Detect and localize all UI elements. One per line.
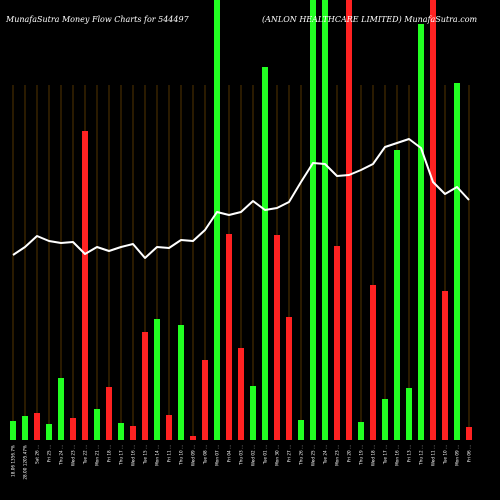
x-tick-label: Thu 12 ... — [419, 445, 424, 466]
x-tick-label: Thu 19 ... — [359, 445, 364, 466]
money-flow-bar — [358, 422, 364, 440]
x-tick-label: Fri 04 ... — [227, 445, 232, 462]
x-tick-label: Fri 11 ... — [167, 445, 172, 462]
money-flow-bar — [418, 24, 424, 440]
x-tick-label: Mon 21 ... — [95, 445, 100, 466]
x-tick-label: Mon 23 ... — [335, 445, 340, 466]
money-flow-bar — [430, 0, 436, 440]
money-flow-bar — [442, 291, 448, 440]
bars — [10, 0, 472, 440]
money-flow-bar — [226, 234, 232, 440]
money-flow-bar — [46, 424, 52, 440]
x-tick-label: 18.06 1356.7% — [11, 445, 16, 477]
money-flow-bar — [298, 420, 304, 440]
money-flow-bar — [394, 150, 400, 440]
money-flow-bar — [250, 386, 256, 440]
money-flow-bar — [262, 67, 268, 440]
money-flow-bar — [22, 416, 28, 440]
x-tick-label: Tue 22 ... — [83, 445, 88, 465]
x-tick-label: Wed 09 ... — [191, 445, 196, 466]
money-flow-line-layer — [12, 138, 470, 259]
x-axis-labels: 18.06 1356.7% 28.00 1205.47% Sat 26 ... Fri… — [11, 445, 472, 480]
x-tick-label: Sat 26 ... — [35, 445, 40, 464]
x-tick-label: Thu 10 ... — [179, 445, 184, 466]
money-flow-bar — [370, 285, 376, 440]
x-tick-label: Mon 30 ... — [275, 445, 280, 466]
x-tick-label: Tue 15 ... — [143, 445, 148, 465]
money-flow-bar — [154, 319, 160, 440]
x-tick-label: Wed 16 ... — [131, 445, 136, 466]
x-tick-label: Wed 18 ... — [371, 445, 376, 466]
money-flow-bar — [214, 0, 220, 440]
x-tick-label: Thu 03 ... — [239, 445, 244, 466]
money-flow-bar — [238, 348, 244, 440]
money-flow-bar — [346, 0, 352, 440]
money-flow-bar — [202, 360, 208, 440]
money-flow-bar — [166, 415, 172, 440]
money-flow-bar — [82, 131, 88, 440]
x-tick-label: Wed 23 ... — [71, 445, 76, 466]
x-tick-label: Mon 09 ... — [455, 445, 460, 466]
x-tick-label: Thu 26 ... — [299, 445, 304, 466]
x-tick-label: Tue 17 ... — [383, 445, 388, 465]
money-flow-bar — [178, 325, 184, 440]
money-flow-bar — [334, 246, 340, 440]
x-tick-label: Fri 06 ... — [467, 445, 472, 462]
money-flow-bar — [190, 436, 196, 440]
money-flow-bar — [142, 332, 148, 440]
x-tick-label: Thu 24 ... — [59, 445, 64, 466]
money-flow-bar — [10, 421, 16, 440]
money-flow-bar — [106, 387, 112, 440]
x-tick-label: Tue 24 ... — [323, 445, 328, 465]
money-flow-bar — [322, 0, 328, 440]
x-tick-label: Mon 14 ... — [155, 445, 160, 466]
x-tick-label: Fri 25 ... — [47, 445, 52, 462]
x-tick-label: Thu 17 ... — [119, 445, 124, 466]
x-tick-label: Mon 16 ... — [395, 445, 400, 466]
x-tick-label: Wed 25 ... — [311, 445, 316, 466]
x-tick-label: Fri 13 ... — [407, 445, 412, 462]
money-flow-bar — [58, 378, 64, 440]
x-tick-label: 28.00 1205.47% — [23, 445, 28, 480]
x-tick-label: Fri 18 ... — [107, 445, 112, 462]
x-tick-label: Fri 27 ... — [287, 445, 292, 462]
money-flow-bar — [454, 83, 460, 440]
money-flow-bar — [118, 423, 124, 440]
money-flow-bar — [466, 427, 472, 440]
money-flow-bar — [382, 399, 388, 440]
x-tick-label: Mon 07 ... — [215, 445, 220, 466]
money-flow-bar — [94, 409, 100, 440]
x-tick-label: Wed 11 ... — [431, 445, 436, 466]
money-flow-bar — [274, 235, 280, 440]
money-flow-bar — [406, 388, 412, 440]
money-flow-bar — [310, 0, 316, 440]
x-tick-label: Tue 01 ... — [263, 445, 268, 465]
money-flow-bar — [130, 426, 136, 440]
x-tick-label: Fri 20 ... — [347, 445, 352, 462]
x-tick-label: Tue 08 ... — [203, 445, 208, 465]
money-flow-bar — [70, 418, 76, 440]
x-tick-label: Tue 10 ... — [443, 445, 448, 465]
x-tick-label: Wed 02 ... — [251, 445, 256, 466]
money-flow-line — [12, 138, 470, 259]
money-flow-bar — [34, 413, 40, 440]
money-flow-bar — [286, 317, 292, 440]
chart-title-left: MunafaSutra Money Flow Charts for 544497 — [5, 15, 190, 24]
chart-title-right: (ANLON HEALTHCARE LIMITED) MunafaSutra.c… — [262, 15, 478, 24]
